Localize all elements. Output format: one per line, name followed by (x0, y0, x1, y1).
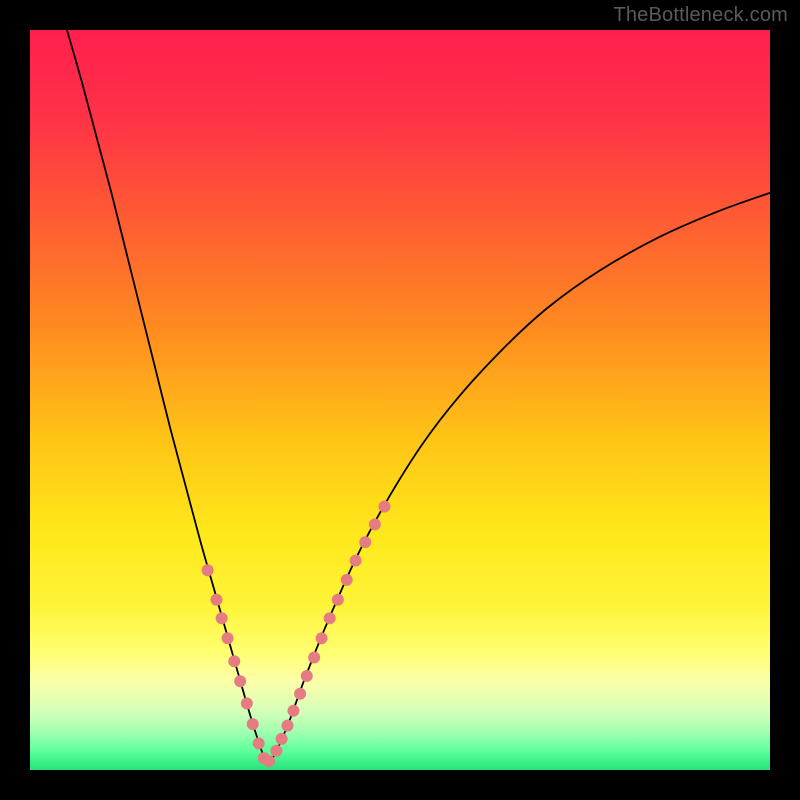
curve-dot (270, 745, 282, 757)
curve-dot (202, 564, 214, 576)
curve-dot (241, 697, 253, 709)
dot-segment-left (202, 564, 275, 767)
curve-dot (263, 755, 275, 767)
curve-dot (369, 518, 381, 530)
curve-dot (228, 655, 240, 667)
bottleneck-curve-layer (30, 30, 770, 770)
curve-dot (359, 536, 371, 548)
curve-dot (234, 675, 246, 687)
plot-area (30, 30, 770, 770)
curve-dot (222, 632, 234, 644)
curve-dot (247, 718, 259, 730)
curve-dot (301, 670, 313, 682)
curve-dot (341, 574, 353, 586)
bottleneck-curve (67, 30, 770, 764)
curve-dot (350, 555, 362, 567)
curve-dot (324, 612, 336, 624)
watermark-text: TheBottleneck.com (613, 4, 788, 27)
curve-dot (287, 705, 299, 717)
curve-dot (253, 737, 265, 749)
curve-dot (308, 652, 320, 664)
dot-segment-right (270, 501, 390, 757)
curve-dot (210, 594, 222, 606)
curve-dot (378, 501, 390, 513)
curve-dot (276, 733, 288, 745)
curve-dot (282, 720, 294, 732)
chart-frame: TheBottleneck.com (0, 0, 800, 800)
curve-dot (216, 612, 228, 624)
curve-dot (332, 594, 344, 606)
curve-dot (294, 688, 306, 700)
curve-dot (316, 632, 328, 644)
